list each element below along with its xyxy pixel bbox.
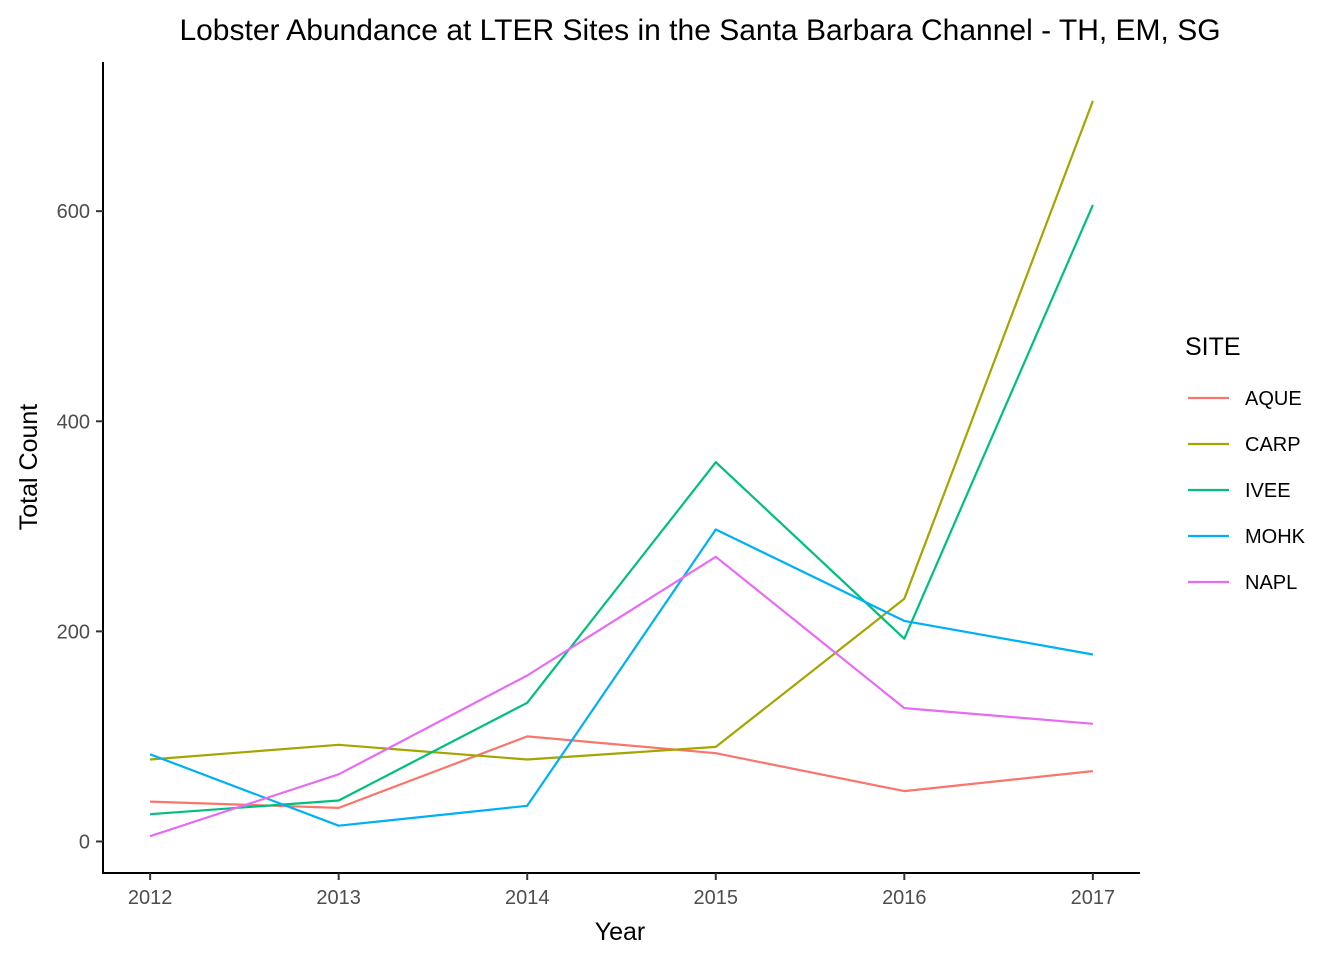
legend-item-ivee: IVEE — [1188, 480, 1291, 502]
legend-label: MOHK — [1245, 526, 1306, 548]
x-tick-label: 2012 — [128, 887, 173, 909]
series-line-ivee — [150, 204, 1094, 816]
x-axis-ticks: 2012 2013 2014 2015 2016 2017 — [128, 873, 1115, 909]
x-tick-label: 2016 — [882, 887, 927, 909]
legend: SITE AQUE CARP IVEE MOHK NAPL — [1185, 333, 1306, 594]
chart-title: Lobster Abundance at LTER Sites in the S… — [179, 14, 1220, 47]
series-line-napl — [149, 555, 1093, 838]
legend-item-aque: AQUE — [1188, 388, 1302, 410]
legend-items: AQUE CARP IVEE MOHK NAPL — [1188, 388, 1306, 594]
x-tick-label: 2014 — [505, 887, 550, 909]
legend-item-carp: CARP — [1188, 434, 1301, 456]
legend-title: SITE — [1185, 333, 1241, 361]
series-line-carp — [150, 100, 1094, 761]
y-tick-label: 400 — [57, 411, 90, 433]
legend-item-napl: NAPL — [1188, 572, 1297, 594]
y-tick-label: 200 — [57, 621, 90, 643]
x-axis-title: Year — [595, 918, 646, 946]
legend-item-mohk: MOHK — [1188, 526, 1306, 548]
legend-label: IVEE — [1245, 480, 1291, 502]
y-tick-label: 600 — [57, 201, 90, 223]
x-tick-label: 2017 — [1071, 887, 1116, 909]
legend-label: CARP — [1245, 434, 1301, 456]
legend-label: AQUE — [1245, 388, 1302, 410]
series-lines — [149, 100, 1094, 838]
x-tick-label: 2013 — [316, 887, 361, 909]
y-axis-ticks: 0 200 400 600 — [57, 201, 103, 853]
y-axis-title: Total Count — [15, 404, 43, 531]
y-tick-label: 0 — [79, 831, 90, 853]
x-tick-label: 2015 — [694, 887, 739, 909]
plot-area: 0 200 400 600 2012 2013 2014 2015 2016 2017 — [57, 62, 1140, 909]
legend-label: NAPL — [1245, 572, 1297, 594]
series-line-mohk — [149, 528, 1094, 827]
series-line-aque — [150, 735, 1094, 810]
